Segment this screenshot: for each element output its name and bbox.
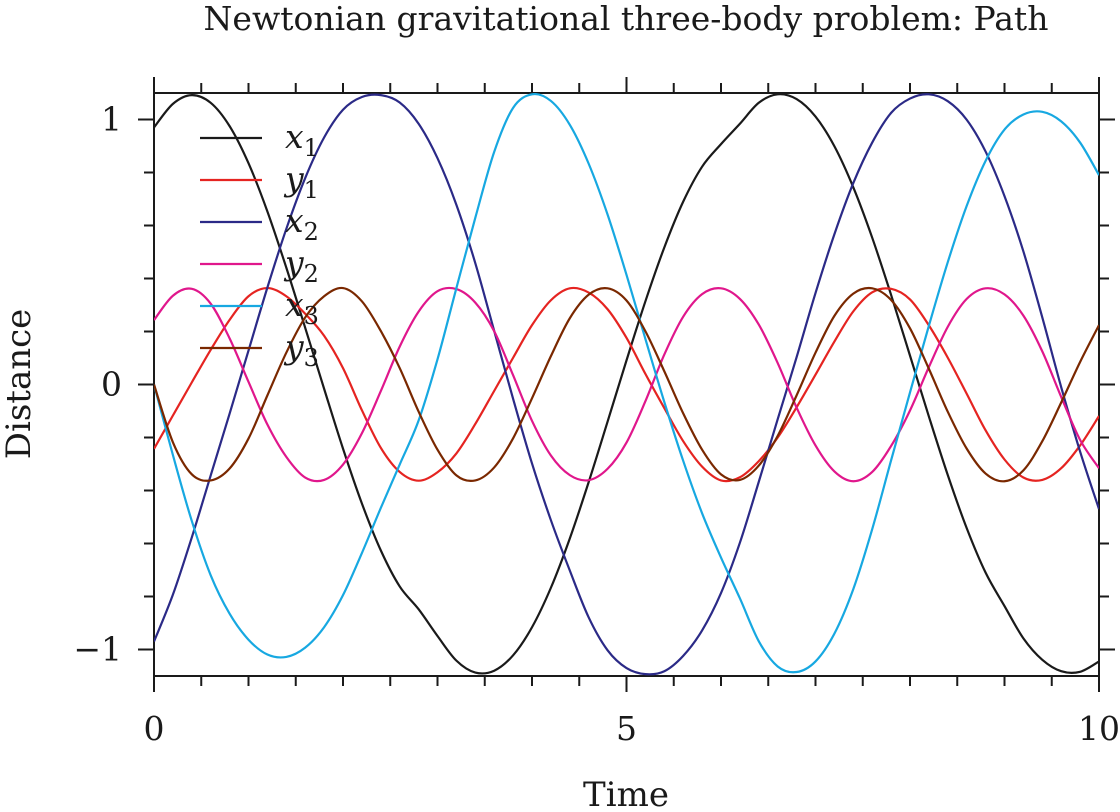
y-tick-label: −1 [73,630,122,669]
legend-label: y1 [283,159,319,204]
x-axis-label: Time [583,775,669,812]
series-line-y1 [154,286,1099,483]
legend-item-y1: y1 [200,159,319,204]
y-axis-label: Distance [0,309,39,460]
series-line-x3 [154,93,1099,674]
series-line-x1 [154,93,1099,675]
legend-label: y2 [283,243,319,288]
legend-item-y3: y3 [200,327,319,372]
legend-item-x2: x2 [200,201,319,246]
x-tick-label: 10 [1078,709,1120,748]
legend-item-y2: y2 [200,243,319,288]
chart-title: Newtonian gravitational three-body probl… [204,0,1049,38]
tick-labels: 0 5 10 −1 0 1 [73,100,1120,749]
legend-label: x3 [285,285,319,330]
legend-label: y3 [283,327,319,372]
legend-item-x1: x1 [200,117,319,162]
y-tick-label: 1 [101,100,122,139]
axis-ticks [138,77,1115,692]
x-tick-label: 5 [616,709,637,748]
series-line-x2 [154,93,1099,676]
y-tick-label: 0 [101,365,122,404]
legend-label: x2 [285,201,319,246]
x-tick-label: 0 [144,709,165,748]
series-line-y2 [154,286,1099,483]
legend-label: x1 [285,117,319,162]
series-line-y3 [154,286,1099,483]
legend-item-x3: x3 [200,285,319,330]
series-layer [154,93,1099,676]
